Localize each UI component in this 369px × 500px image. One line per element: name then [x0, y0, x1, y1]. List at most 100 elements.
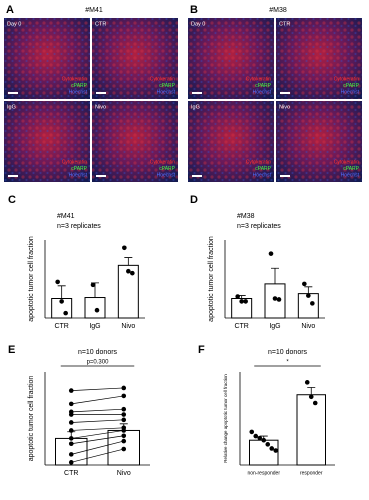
data-point: [90, 282, 96, 288]
data-point: [55, 279, 60, 285]
bar: [264, 283, 286, 319]
micrograph-texture: [188, 18, 274, 99]
error-bar: [304, 286, 313, 294]
micrograph-texture: [4, 101, 90, 182]
stain-label: Cytokeratin: [246, 159, 272, 165]
x-tick-label: Nivo: [121, 323, 135, 330]
data-point: [121, 446, 127, 452]
data-point: [59, 299, 64, 304]
stain-label: cPARP: [159, 166, 175, 172]
data-point: [68, 452, 74, 457]
data-point: [257, 435, 263, 441]
y-axis-label: apoptotic tumor cell fraction: [28, 236, 35, 322]
data-point: [272, 296, 278, 301]
panel-letter: C: [8, 194, 16, 206]
micrograph-texture: [188, 101, 274, 182]
tile-label: Day 0: [7, 21, 21, 27]
chart-title: #M38: [237, 213, 255, 220]
data-point: [126, 268, 131, 274]
x-tick-label: CTR: [234, 323, 248, 330]
paired-line: [71, 435, 124, 445]
data-point: [243, 299, 248, 304]
x-tick-label: responder: [300, 470, 323, 476]
data-point: [304, 380, 310, 385]
data-point: [121, 428, 127, 433]
stain-label: cPARP: [71, 166, 87, 172]
stain-label: Hoechst: [157, 89, 176, 95]
stain-label: Cytokeratin: [62, 159, 88, 165]
tile-label: Nivo: [95, 104, 106, 110]
stain-label: Hoechst: [341, 89, 360, 95]
panel-letter: D: [190, 194, 198, 206]
data-point: [68, 412, 74, 417]
chart-title: #M41: [57, 213, 75, 220]
stain-label: Cytokeratin: [334, 159, 360, 165]
data-point: [312, 400, 318, 406]
tile-label: CTR: [279, 21, 290, 27]
micrograph-texture: [4, 18, 90, 99]
paired-line: [71, 440, 124, 455]
data-point: [63, 310, 68, 316]
stain-label: cPARP: [343, 166, 359, 172]
bar: [249, 439, 279, 466]
data-point: [130, 270, 135, 276]
data-point: [68, 436, 74, 441]
data-point: [68, 428, 74, 433]
stain-label: cPARP: [255, 83, 271, 89]
stain-label: Cytokeratin: [150, 76, 176, 82]
micrograph-texture: [92, 101, 178, 182]
data-point: [276, 297, 282, 302]
stain-label: cPARP: [343, 83, 359, 89]
paired-line: [71, 427, 124, 431]
data-point: [121, 393, 127, 399]
data-point: [68, 388, 74, 393]
stain-label: Hoechst: [253, 172, 272, 178]
data-point: [310, 301, 315, 306]
data-point: [121, 406, 127, 412]
error-bar: [57, 285, 66, 299]
paired-line: [71, 387, 124, 391]
data-point: [121, 385, 127, 391]
paired-line: [71, 408, 124, 413]
x-tick-label: non-responder: [247, 470, 280, 476]
panel-title: #M41: [85, 7, 103, 14]
data-point: [235, 294, 240, 299]
data-point: [68, 460, 74, 465]
tile-label: CTR: [95, 21, 106, 27]
x-tick-label: Nivo: [117, 470, 131, 477]
data-point: [68, 420, 74, 425]
paired-line: [71, 419, 124, 423]
stain-label: Cytokeratin: [334, 76, 360, 82]
data-point: [122, 245, 127, 251]
x-tick-label: CTR: [64, 470, 78, 477]
paired-line: [71, 395, 124, 405]
tile-label: Nivo: [279, 104, 290, 110]
y-axis-label: Relative change apoptotic tumor cell fra…: [223, 374, 228, 463]
x-tick-label: CTR: [54, 323, 68, 330]
stain-label: Hoechst: [69, 172, 88, 178]
stain-label: Hoechst: [253, 89, 272, 95]
data-point: [68, 441, 74, 447]
bar: [296, 394, 326, 466]
stain-label: Cytokeratin: [150, 159, 176, 165]
significance-label: *: [286, 360, 289, 366]
micrograph-texture: [276, 101, 362, 182]
data-point: [253, 433, 259, 439]
tile-label: IgG: [191, 104, 200, 110]
panel-letter: F: [198, 344, 205, 356]
stain-label: Hoechst: [157, 172, 176, 178]
y-axis-label: apoptotic tumor cell fraction: [28, 376, 35, 462]
tile-label: Day 0: [191, 21, 205, 27]
micrograph-texture: [276, 18, 362, 99]
stain-label: cPARP: [255, 166, 271, 172]
stain-label: Hoechst: [69, 89, 88, 95]
stain-label: Cytokeratin: [62, 76, 88, 82]
paired-line: [71, 430, 124, 439]
y-axis-label: apoptotic tumor cell fraction: [208, 236, 215, 322]
panel-letter: E: [8, 344, 15, 356]
data-point: [265, 442, 271, 447]
error-bar: [124, 257, 133, 266]
data-point: [261, 437, 267, 443]
data-point: [121, 417, 127, 423]
data-point: [121, 433, 127, 439]
